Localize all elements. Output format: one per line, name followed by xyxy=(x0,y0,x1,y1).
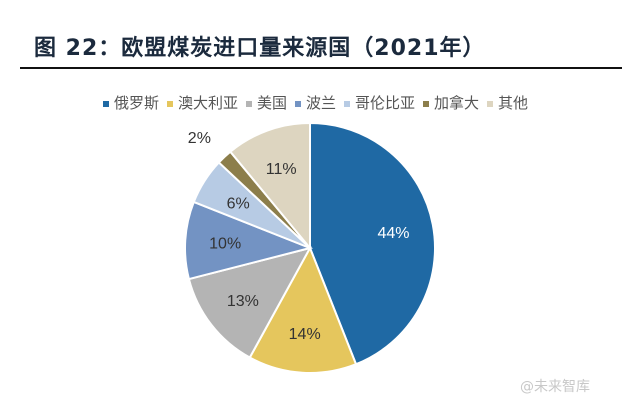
legend-label: 俄罗斯 xyxy=(113,94,159,112)
chart-title: 图 22：欧盟煤炭进口量来源国（2021年） xyxy=(34,36,486,61)
legend-label: 美国 xyxy=(256,94,287,112)
legend-item: 加拿大 xyxy=(423,92,479,113)
legend: 俄罗斯 澳大利亚 美国 波兰 哥伦比亚 加拿大 其他 xyxy=(0,92,631,113)
legend-label: 哥伦比亚 xyxy=(355,94,416,112)
pie-slice xyxy=(184,200,314,281)
legend-swatch xyxy=(487,100,494,107)
data-label: 2% xyxy=(188,130,211,147)
pie-slice xyxy=(228,121,311,251)
data-label: 6% xyxy=(227,195,250,212)
legend-item: 哥伦比亚 xyxy=(344,92,415,113)
data-label: 44% xyxy=(377,225,409,242)
data-label: 11% xyxy=(266,161,297,178)
legend-item: 波兰 xyxy=(294,92,336,113)
legend-swatch xyxy=(102,100,109,107)
legend-item: 俄罗斯 xyxy=(102,92,159,113)
data-label: 10% xyxy=(209,236,241,253)
title-rule xyxy=(20,67,622,69)
legend-swatch xyxy=(245,100,252,107)
legend-item: 其他 xyxy=(487,92,528,113)
pie-slice xyxy=(248,245,358,374)
watermark: @未来智库 xyxy=(520,379,590,395)
legend-label: 其他 xyxy=(498,94,529,112)
pie-slice xyxy=(309,121,436,366)
legend-item: 澳大利亚 xyxy=(166,92,238,113)
legend-swatch xyxy=(294,100,301,107)
legend-swatch xyxy=(166,100,173,107)
legend-label: 澳大利亚 xyxy=(177,94,238,112)
legend-label: 加拿大 xyxy=(434,94,480,112)
legend-label: 波兰 xyxy=(305,94,336,112)
data-label: 13% xyxy=(227,293,259,310)
legend-item: 美国 xyxy=(245,92,287,113)
data-label: 14% xyxy=(289,326,321,343)
pie-slice xyxy=(187,246,312,359)
legend-swatch xyxy=(423,100,430,107)
legend-swatch xyxy=(344,100,350,107)
